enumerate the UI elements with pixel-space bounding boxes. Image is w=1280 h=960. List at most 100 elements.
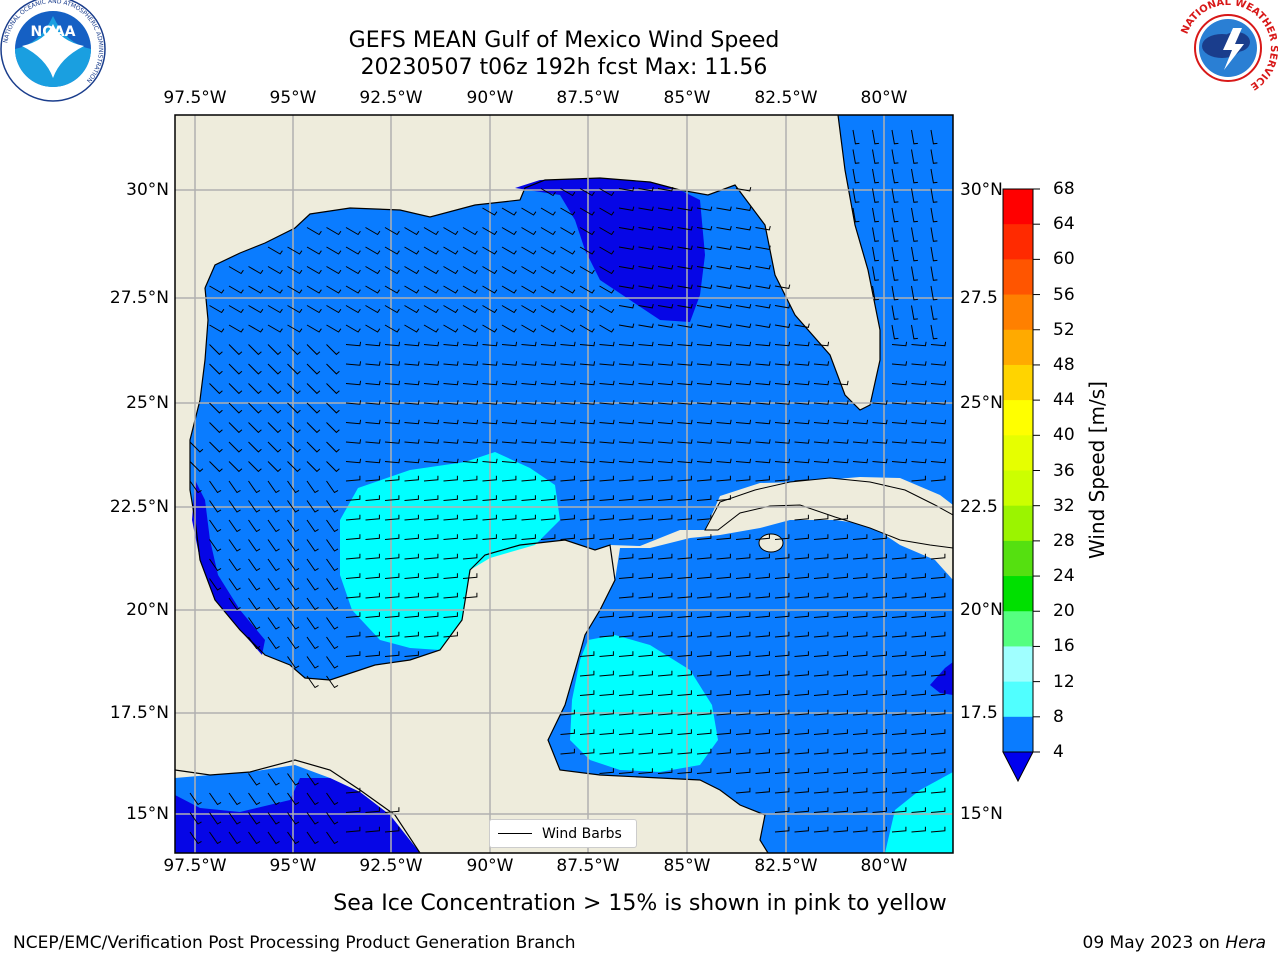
- wind-barb: [365, 361, 381, 366]
- wind-barb: [872, 207, 879, 223]
- wind-barb: [306, 558, 319, 572]
- wind-barb: [813, 458, 830, 464]
- wind-barb: [930, 246, 938, 262]
- wind-barb: [248, 441, 262, 453]
- wind-barb: [599, 246, 615, 255]
- chart-title-line1: GEFS MEAN Gulf of Mexico Wind Speed: [348, 28, 780, 53]
- wind-barb: [638, 534, 653, 540]
- wind-barb: [482, 495, 497, 501]
- colorbar-tick-label: 40: [1053, 425, 1075, 446]
- wind-barb: [891, 266, 899, 281]
- wind-barb: [696, 514, 712, 521]
- wind-barb: [267, 266, 283, 275]
- wind-barb: [248, 266, 264, 275]
- lat-tick-label-right: 27.5: [960, 288, 998, 308]
- wind-barb: [677, 748, 692, 755]
- wind-barb: [404, 341, 420, 347]
- wind-barb: [930, 341, 947, 347]
- wind-barb: [677, 400, 693, 405]
- footer-date: 09 May 2023 on Hera: [1083, 933, 1267, 953]
- wind-barb: [482, 400, 498, 405]
- wind-barb: [911, 188, 918, 203]
- wind-barb: [365, 534, 380, 540]
- wind-barb: [891, 149, 899, 164]
- wind-barb: [462, 458, 479, 464]
- wind-barb: [657, 514, 673, 521]
- wind-barb: [482, 361, 498, 366]
- wind-barb: [462, 553, 478, 560]
- wind-barb: [638, 495, 653, 501]
- wind-barb: [911, 729, 926, 735]
- wind-barb: [345, 439, 362, 444]
- wind-barb: [209, 422, 223, 434]
- wind-barb: [365, 495, 380, 501]
- wind-barb: [735, 709, 751, 716]
- wind-barb: [540, 285, 556, 294]
- wind-barb: [345, 380, 362, 386]
- wind-barb: [813, 631, 829, 638]
- wind-barb: [404, 495, 419, 501]
- wind-barb: [579, 419, 596, 425]
- wind-barb: [755, 303, 771, 309]
- wind-barb: [345, 341, 362, 347]
- wind-barb: [755, 553, 770, 560]
- noaa-logo-text: NOAA: [31, 24, 76, 40]
- wind-barb: [228, 266, 244, 275]
- wind-barb: [794, 651, 809, 657]
- wind-barb: [872, 768, 887, 774]
- lat-tick-label-left: 25°N: [126, 393, 169, 413]
- wind-barb: [794, 807, 809, 813]
- wind-barb: [872, 651, 887, 657]
- wind-barb: [755, 361, 771, 366]
- wind-barb: [482, 305, 498, 314]
- wind-barb: [521, 495, 536, 501]
- wind-barb: [482, 534, 497, 540]
- wind-barb: [716, 534, 731, 540]
- wind-barb: [267, 480, 280, 494]
- wind-barb: [306, 831, 319, 845]
- wind-barb: [677, 612, 692, 618]
- wind-barb: [891, 188, 899, 203]
- wind-barb: [384, 400, 401, 405]
- wind-barb: [560, 266, 576, 275]
- wind-barb: [813, 768, 829, 774]
- wind-barb: [267, 422, 282, 434]
- wind-barb: [579, 305, 595, 314]
- wind-barb: [813, 612, 829, 618]
- wind-barb: [560, 188, 576, 197]
- wind-barb: [267, 831, 280, 845]
- wind-barb: [287, 305, 303, 314]
- lon-tick-label-top: 95°W: [269, 88, 317, 108]
- wind-barb: [813, 709, 829, 716]
- wind-barb: [404, 651, 419, 657]
- lon-tick-label-bottom: 90°W: [466, 856, 514, 876]
- wind-barb: [579, 514, 595, 521]
- wind-barb: [540, 361, 557, 366]
- wind-barb: [794, 380, 810, 386]
- wind-barb: [326, 363, 340, 375]
- wind-barb: [755, 439, 771, 444]
- wind-barb: [599, 729, 614, 735]
- wind-barb: [248, 324, 264, 333]
- wind-barb: [813, 670, 829, 677]
- wind-barb: [326, 617, 339, 630]
- wind-barb: [267, 773, 280, 786]
- wind-barb: [404, 553, 419, 560]
- wind-barb: [930, 573, 946, 579]
- wind-barb: [599, 400, 615, 405]
- wind-barbs-legend: Wind Barbs: [489, 819, 637, 848]
- legend-line-icon: [498, 833, 532, 834]
- wind-barb: [443, 439, 459, 444]
- wind-barb: [774, 458, 791, 464]
- wind-barb: [618, 768, 634, 774]
- wind-barb: [677, 419, 693, 425]
- wind-barb: [716, 670, 731, 677]
- wind-barb: [852, 207, 860, 223]
- wind-barb: [248, 422, 262, 434]
- wind-barb: [735, 458, 752, 464]
- wind-barb: [735, 380, 752, 386]
- wind-barb: [735, 475, 751, 482]
- wind-barb: [599, 188, 615, 197]
- wind-barb: [696, 264, 713, 270]
- wind-barb: [911, 612, 926, 618]
